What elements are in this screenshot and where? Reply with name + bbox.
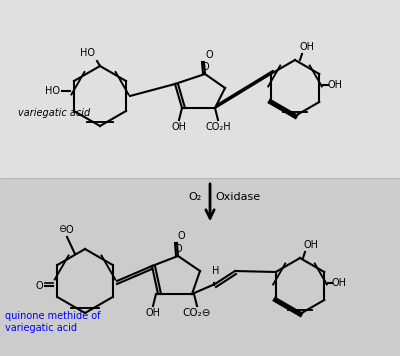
Text: OH: OH — [328, 80, 343, 90]
Text: Oxidase: Oxidase — [215, 193, 260, 203]
Text: OH: OH — [146, 308, 160, 318]
Text: OH: OH — [332, 278, 347, 288]
Text: quinone methide of
variegatic acid: quinone methide of variegatic acid — [5, 311, 100, 333]
Text: O: O — [65, 225, 73, 235]
FancyBboxPatch shape — [0, 178, 400, 356]
Text: ⊖: ⊖ — [58, 224, 66, 234]
Text: O: O — [201, 62, 209, 72]
Text: OH: OH — [303, 240, 318, 250]
Text: CO₂H: CO₂H — [205, 122, 231, 132]
Text: O: O — [205, 50, 213, 60]
FancyBboxPatch shape — [0, 0, 400, 178]
Text: O: O — [178, 231, 186, 241]
Text: O: O — [174, 244, 182, 254]
Text: O: O — [35, 281, 43, 291]
Text: HO: HO — [80, 48, 95, 58]
Text: O₂: O₂ — [189, 193, 202, 203]
Text: variegatic acid: variegatic acid — [18, 108, 90, 118]
Text: HO: HO — [45, 86, 60, 96]
Text: OH: OH — [172, 122, 186, 132]
Text: CO₂⊖: CO₂⊖ — [183, 308, 211, 318]
Text: H: H — [212, 266, 220, 276]
Text: OH: OH — [300, 42, 315, 52]
